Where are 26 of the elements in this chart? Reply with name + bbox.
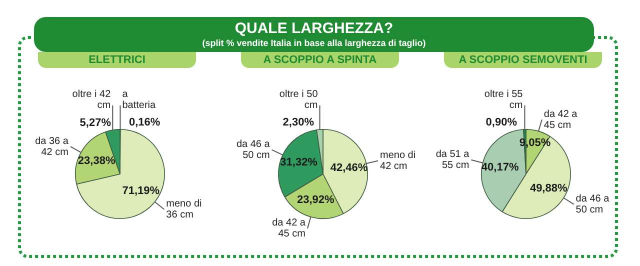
slice-label: oltre i 50 cm bbox=[279, 89, 318, 112]
slice-label: meno di 36 cm bbox=[166, 198, 202, 221]
slice-label: a batteria bbox=[122, 89, 156, 112]
slice-label: da 46 a 50 cm bbox=[576, 194, 610, 216]
slice-label: oltre i 42 cm bbox=[72, 89, 112, 112]
text: QUALE LARGHEZZA? bbox=[234, 20, 394, 37]
chart-title: A SCOPPIO SEMOVENTI bbox=[444, 52, 602, 68]
data-label: 23,92% bbox=[297, 194, 335, 206]
data-label: 71,19% bbox=[122, 184, 160, 197]
data-label: 0,16% bbox=[129, 116, 160, 128]
data-label: 5,27% bbox=[80, 117, 112, 130]
slice-label: da 42 a 45 cm bbox=[272, 218, 306, 240]
slice-label: oltre i 55 cm bbox=[484, 89, 524, 112]
chart-title: A SCOPPIO A SPINTA bbox=[241, 52, 399, 68]
data-label: 31,32% bbox=[280, 156, 318, 169]
chart-title: ELETTRICI bbox=[38, 52, 196, 68]
slice-label: da 42 a 45 cm bbox=[544, 108, 578, 131]
text: (split % vendite Italia in base alla larghezza di taglio) bbox=[201, 38, 427, 48]
slice-label: da 46 a 50 cm bbox=[236, 139, 270, 162]
data-label: 0,90% bbox=[486, 116, 518, 128]
data-label: 2,30% bbox=[282, 116, 314, 129]
slice-label: da 51 a 55 cm bbox=[436, 149, 470, 172]
data-label: 23,38% bbox=[78, 155, 116, 168]
slice-label: da 36 a 42 cm bbox=[35, 136, 69, 158]
data-label: 49,88% bbox=[530, 182, 568, 194]
slice-label: meno di 42 cm bbox=[380, 150, 416, 172]
